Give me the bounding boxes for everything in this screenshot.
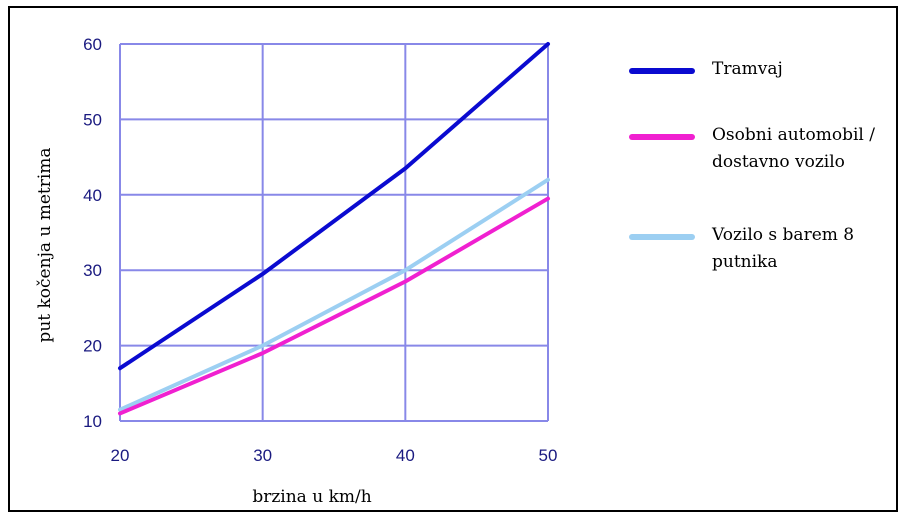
y-tick-label-30: 30 [83, 261, 102, 280]
x-tick-label-50: 50 [539, 446, 558, 465]
legend-label-1: Tramvaj [712, 59, 783, 79]
chart-frame [8, 6, 898, 512]
x-axis-label: brzina u km/h [252, 487, 371, 507]
series-line-2 [118, 196, 550, 416]
legend-swatches [629, 68, 695, 240]
y-tick-label-10: 10 [83, 412, 102, 431]
series-lines [118, 42, 550, 416]
legend-label-2: Osobni automobil / dostavno vozilo [712, 125, 875, 172]
x-tick-label-20: 20 [111, 446, 130, 465]
legend-label-3: Vozilo s barem 8 putnika [712, 225, 855, 272]
series-line-1 [118, 42, 550, 371]
tick-labels: 10 20 30 40 50 60 20 30 40 50 [83, 35, 557, 465]
x-tick-label-40: 40 [396, 446, 415, 465]
y-tick-label-40: 40 [83, 186, 102, 205]
y-tick-label-60: 60 [83, 35, 102, 54]
series-line-3 [118, 177, 550, 412]
y-tick-label-20: 20 [83, 337, 102, 356]
y-axis-label: put kočenja u metrima [35, 147, 55, 342]
y-tick-label-50: 50 [83, 110, 102, 129]
x-tick-label-30: 30 [253, 446, 272, 465]
grid [119, 43, 549, 422]
